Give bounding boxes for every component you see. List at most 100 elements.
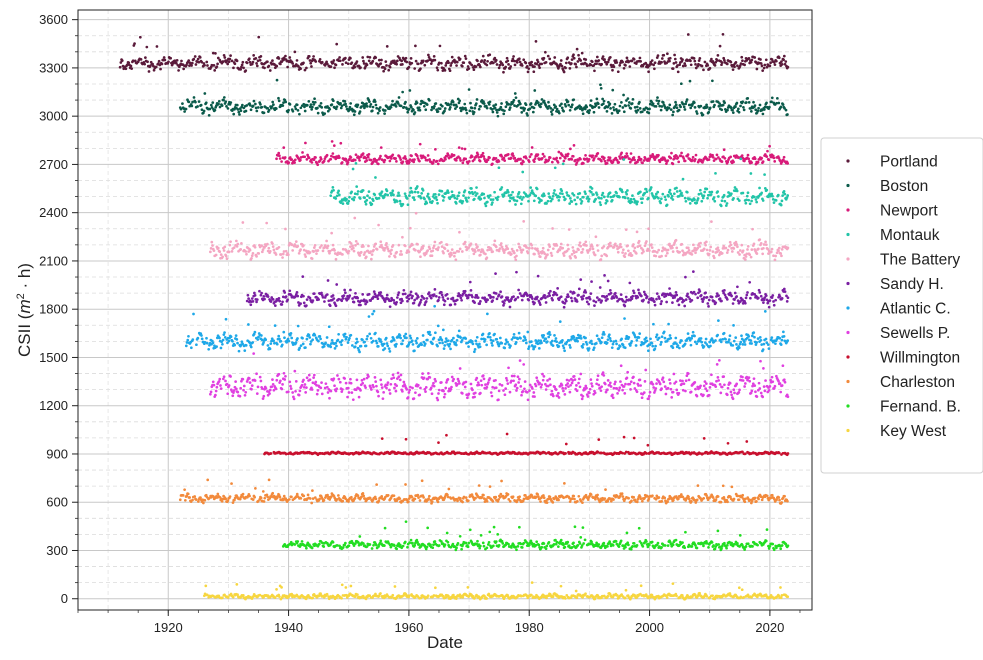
data-point: [360, 345, 363, 348]
data-point: [497, 196, 500, 199]
data-point: [528, 345, 531, 348]
data-point: [379, 155, 382, 158]
data-point: [647, 349, 650, 352]
data-point: [167, 60, 170, 63]
data-point: [664, 198, 667, 201]
data-point: [359, 110, 362, 113]
data-point: [624, 346, 627, 349]
data-point: [358, 254, 361, 257]
data-point: [457, 194, 460, 197]
data-point: [779, 295, 782, 298]
data-point: [596, 56, 599, 59]
data-point: [588, 347, 591, 350]
data-point: [631, 254, 634, 257]
data-point: [771, 96, 774, 99]
data-point: [562, 162, 565, 165]
data-point: [765, 189, 768, 192]
data-point: [655, 105, 658, 108]
data-point: [444, 69, 447, 72]
data-point: [633, 156, 636, 159]
data-point: [269, 69, 272, 72]
data-point: [596, 98, 599, 101]
data-point: [284, 156, 287, 159]
data-point: [578, 192, 581, 195]
data-point: [400, 59, 403, 62]
data-point: [600, 197, 603, 200]
data-point: [497, 115, 500, 118]
data-point: [278, 300, 281, 303]
data-point: [606, 341, 609, 344]
data-point: [707, 305, 710, 308]
data-point: [218, 378, 221, 381]
data-point: [556, 244, 559, 247]
data-point: [430, 297, 433, 300]
data-point: [630, 201, 633, 204]
data-point: [373, 290, 376, 293]
data-point: [362, 60, 365, 63]
data-point: [145, 46, 148, 49]
data-point: [765, 58, 768, 61]
data-point: [311, 106, 314, 109]
data-point: [526, 65, 529, 68]
data-point: [645, 240, 648, 243]
data-point: [709, 246, 712, 249]
data-point: [229, 54, 232, 57]
data-point: [615, 192, 618, 195]
data-point: [518, 57, 521, 60]
data-point: [551, 299, 554, 302]
data-point: [386, 194, 389, 197]
data-point: [272, 298, 275, 301]
data-point: [341, 253, 344, 256]
data-point: [713, 196, 716, 199]
data-point: [359, 197, 362, 200]
data-point: [395, 343, 398, 346]
data-point: [454, 252, 457, 255]
data-point: [533, 302, 536, 305]
data-point: [494, 103, 497, 106]
data-point: [450, 254, 453, 257]
data-point: [275, 388, 278, 391]
data-point: [422, 189, 425, 192]
data-point: [399, 158, 402, 161]
data-point: [324, 342, 327, 345]
data-point: [302, 343, 305, 346]
data-point: [636, 200, 639, 203]
data-point: [667, 159, 670, 162]
data-point: [300, 344, 303, 347]
data-point: [603, 157, 606, 160]
data-point: [260, 334, 263, 337]
data-point: [579, 158, 582, 161]
data-point: [413, 198, 416, 201]
data-point: [717, 294, 720, 297]
data-point: [533, 89, 536, 92]
data-point: [281, 256, 284, 259]
data-point: [624, 105, 627, 108]
data-point: [371, 313, 374, 316]
data-point: [684, 197, 687, 200]
data-point: [503, 302, 506, 305]
data-point: [308, 336, 311, 339]
data-point: [573, 336, 576, 339]
data-point: [442, 329, 445, 332]
data-point: [739, 249, 742, 252]
data-point: [483, 102, 486, 105]
data-point: [379, 62, 382, 65]
data-point: [681, 194, 684, 197]
data-point: [356, 242, 359, 245]
data-point: [420, 343, 423, 346]
data-point: [327, 279, 330, 282]
data-point: [496, 63, 499, 66]
data-point: [247, 294, 250, 297]
data-point: [749, 297, 752, 300]
data-point: [494, 272, 497, 275]
data-point: [696, 247, 699, 250]
data-point: [434, 59, 437, 62]
data-point: [742, 106, 745, 109]
data-point: [659, 343, 662, 346]
data-point: [271, 242, 274, 245]
data-point: [777, 194, 780, 197]
data-point: [699, 242, 702, 245]
data-point: [192, 313, 195, 316]
data-point: [434, 148, 437, 151]
data-point: [257, 36, 260, 39]
